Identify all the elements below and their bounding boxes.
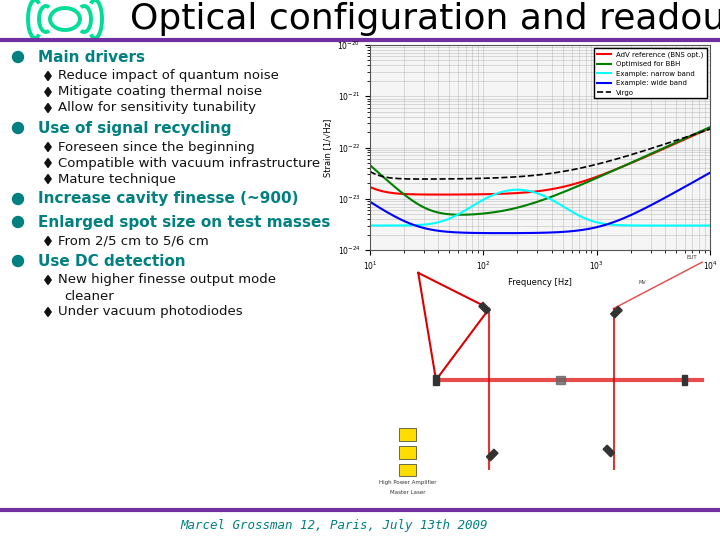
Polygon shape bbox=[45, 275, 51, 285]
Text: Marcel Grossman 12, Paris, July 13th 2009: Marcel Grossman 12, Paris, July 13th 200… bbox=[180, 518, 487, 531]
Example: wide band: (8.59e+03, 2.67e-23): wide band: (8.59e+03, 2.67e-23) bbox=[698, 174, 707, 180]
Text: Increase cavity finesse (~900): Increase cavity finesse (~900) bbox=[38, 192, 299, 206]
Text: From 2/5 cm to 5/6 cm: From 2/5 cm to 5/6 cm bbox=[58, 234, 209, 247]
Bar bbox=[399, 446, 416, 458]
Example: narrow band: (1e+04, 3e-24): narrow band: (1e+04, 3e-24) bbox=[706, 222, 714, 229]
AdV reference (BNS opt.) bbox=[528, 188, 536, 195]
Optimised for BBH bbox=[706, 124, 714, 130]
Line: Example: wide band: Example: wide band bbox=[370, 173, 710, 233]
Virgo bbox=[366, 168, 374, 175]
Optimised for BBH bbox=[569, 185, 577, 191]
Text: Master Laser: Master Laser bbox=[390, 490, 426, 495]
Line: Virgo: Virgo bbox=[370, 129, 710, 179]
Text: Mitigate coating thermal noise: Mitigate coating thermal noise bbox=[58, 85, 262, 98]
Virgo bbox=[645, 146, 654, 152]
Example: narrow band: (619, 5.44e-24): narrow band: (619, 5.44e-24) bbox=[569, 209, 577, 215]
AdV reference (BNS opt.) bbox=[550, 185, 559, 192]
Example: narrow band: (10, 3e-24): narrow band: (10, 3e-24) bbox=[366, 222, 374, 229]
Text: Reduce impact of quantum noise: Reduce impact of quantum noise bbox=[58, 70, 279, 83]
Legend: AdV reference (BNS opt.), Optimised for BBH, Example: narrow band, Example: wide: AdV reference (BNS opt.), Optimised for … bbox=[594, 49, 706, 98]
Text: Mature technique: Mature technique bbox=[58, 172, 176, 186]
Line: AdV reference (BNS opt.): AdV reference (BNS opt.) bbox=[370, 128, 710, 194]
Virgo bbox=[420, 176, 428, 183]
Bar bbox=[399, 428, 416, 441]
Bar bbox=[556, 376, 564, 384]
Virgo bbox=[706, 126, 714, 132]
Virgo bbox=[550, 170, 559, 176]
AdV reference (BNS opt.) bbox=[436, 191, 444, 198]
Polygon shape bbox=[45, 159, 51, 167]
Example: wide band: (270, 2.15e-24): wide band: (270, 2.15e-24) bbox=[528, 230, 536, 236]
Bar bbox=[603, 445, 615, 457]
Bar bbox=[487, 449, 498, 461]
Example: narrow band: (281, 1.34e-23): narrow band: (281, 1.34e-23) bbox=[530, 189, 539, 195]
Optimised for BBH bbox=[550, 192, 559, 199]
Polygon shape bbox=[45, 87, 51, 97]
AdV reference (BNS opt.) bbox=[645, 152, 654, 158]
AdV reference (BNS opt.) bbox=[706, 125, 714, 131]
Example: wide band: (281, 2.15e-24): wide band: (281, 2.15e-24) bbox=[530, 230, 539, 236]
Optimised for BBH bbox=[456, 212, 465, 218]
Example: wide band: (2.92e+03, 7.21e-24): wide band: (2.92e+03, 7.21e-24) bbox=[645, 203, 654, 210]
Text: Foreseen since the beginning: Foreseen since the beginning bbox=[58, 140, 255, 153]
Bar bbox=[399, 464, 416, 476]
Line: Optimised for BBH: Optimised for BBH bbox=[370, 127, 710, 215]
Example: narrow band: (8.59e+03, 3e-24): narrow band: (8.59e+03, 3e-24) bbox=[698, 222, 707, 229]
Bar bbox=[479, 302, 490, 314]
Example: wide band: (426, 2.21e-24): wide band: (426, 2.21e-24) bbox=[550, 229, 559, 235]
Optimised for BBH bbox=[645, 151, 654, 158]
Circle shape bbox=[12, 123, 24, 133]
Text: Optical configuration and readout: Optical configuration and readout bbox=[130, 2, 720, 36]
X-axis label: Frequency [Hz]: Frequency [Hz] bbox=[508, 278, 572, 287]
Y-axis label: Strain [1/√Hz]: Strain [1/√Hz] bbox=[323, 118, 332, 177]
Circle shape bbox=[12, 255, 24, 267]
Optimised for BBH bbox=[698, 127, 707, 134]
Polygon shape bbox=[45, 237, 51, 246]
Polygon shape bbox=[45, 143, 51, 152]
Virgo bbox=[528, 172, 536, 179]
Text: Use DC detection: Use DC detection bbox=[38, 253, 186, 268]
Text: MV: MV bbox=[638, 280, 646, 285]
Line: Example: narrow band: Example: narrow band bbox=[370, 190, 710, 226]
Text: Under vacuum photodiodes: Under vacuum photodiodes bbox=[58, 306, 243, 319]
Bar bbox=[682, 375, 688, 386]
Example: wide band: (10, 8.75e-24): wide band: (10, 8.75e-24) bbox=[366, 199, 374, 205]
AdV reference (BNS opt.) bbox=[366, 184, 374, 190]
AdV reference (BNS opt.) bbox=[569, 181, 577, 187]
Circle shape bbox=[12, 51, 24, 63]
Text: Main drivers: Main drivers bbox=[38, 50, 145, 64]
Text: Allow for sensitivity tunability: Allow for sensitivity tunability bbox=[58, 102, 256, 114]
Text: EUT: EUT bbox=[686, 254, 697, 260]
Bar bbox=[433, 375, 439, 386]
Polygon shape bbox=[45, 104, 51, 112]
Example: narrow band: (2.92e+03, 3e-24): narrow band: (2.92e+03, 3e-24) bbox=[645, 222, 654, 229]
Text: cleaner: cleaner bbox=[64, 289, 114, 302]
Virgo bbox=[530, 172, 539, 179]
Example: wide band: (619, 2.34e-24): wide band: (619, 2.34e-24) bbox=[569, 228, 577, 234]
Example: wide band: (1e+04, 3.22e-23): wide band: (1e+04, 3.22e-23) bbox=[706, 170, 714, 176]
Example: narrow band: (270, 1.37e-23): narrow band: (270, 1.37e-23) bbox=[528, 188, 536, 195]
Example: wide band: (147, 2.13e-24): wide band: (147, 2.13e-24) bbox=[498, 230, 506, 237]
Text: New higher finesse output mode: New higher finesse output mode bbox=[58, 273, 276, 287]
Circle shape bbox=[12, 193, 24, 205]
AdV reference (BNS opt.) bbox=[530, 188, 539, 195]
Optimised for BBH bbox=[366, 162, 374, 168]
Optimised for BBH bbox=[530, 200, 539, 206]
Text: Use of signal recycling: Use of signal recycling bbox=[38, 120, 232, 136]
Virgo bbox=[569, 166, 577, 173]
Polygon shape bbox=[45, 307, 51, 316]
Circle shape bbox=[12, 217, 24, 227]
Text: Compatible with vacuum infrastructure: Compatible with vacuum infrastructure bbox=[58, 157, 320, 170]
Example: narrow band: (199, 1.5e-23): narrow band: (199, 1.5e-23) bbox=[513, 186, 521, 193]
Text: High Power Amplifier: High Power Amplifier bbox=[379, 480, 436, 484]
Optimised for BBH bbox=[528, 200, 536, 207]
Bar bbox=[611, 306, 622, 318]
Polygon shape bbox=[45, 71, 51, 80]
Polygon shape bbox=[45, 174, 51, 184]
Virgo bbox=[698, 129, 707, 135]
Example: narrow band: (426, 8.88e-24): narrow band: (426, 8.88e-24) bbox=[550, 198, 559, 205]
Text: Enlarged spot size on test masses: Enlarged spot size on test masses bbox=[38, 214, 330, 230]
AdV reference (BNS opt.) bbox=[698, 128, 707, 134]
